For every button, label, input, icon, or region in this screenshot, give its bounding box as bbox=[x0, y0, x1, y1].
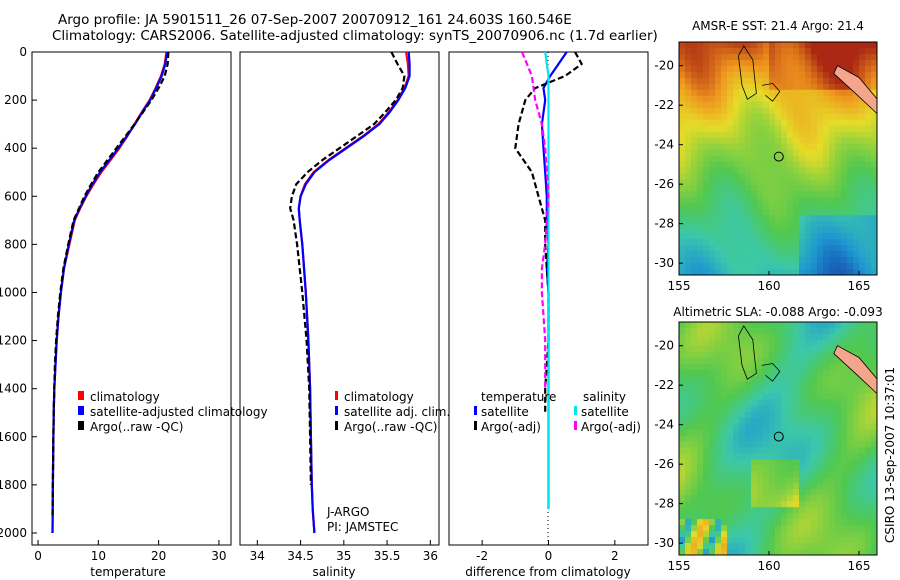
x-tick-label: 2 bbox=[611, 549, 619, 563]
legend-swatch-sal-satellite bbox=[574, 406, 577, 415]
difference-legend: temperature salinity satellite Argo(-adj… bbox=[474, 390, 641, 434]
legend-swatch-sal-argo bbox=[574, 421, 577, 430]
y-tick-label: 1600 bbox=[0, 430, 27, 444]
sst-map-y-tick-label: -30 bbox=[654, 256, 674, 270]
legend-swatch-climatology bbox=[78, 391, 84, 400]
float-pi: PI: JAMSTEC bbox=[327, 520, 398, 534]
x-tick-label: 34 bbox=[250, 549, 265, 563]
sst-map-image bbox=[679, 42, 877, 275]
x-tick-label: 30 bbox=[211, 549, 226, 563]
legend-label-climatology: climatology bbox=[90, 390, 160, 404]
temperature-legend: climatology satellite-adjusted climatolo… bbox=[78, 390, 268, 434]
x-tick-label: 35.5 bbox=[374, 549, 401, 563]
sst-map-bathymetry-contour bbox=[761, 83, 781, 102]
difference-series bbox=[514, 52, 583, 509]
sst-map-bathymetry-contour bbox=[738, 45, 757, 100]
legend-swatch-argo bbox=[335, 421, 338, 430]
salinity-plot-frame bbox=[239, 51, 440, 546]
sst-map-y-tick-label: -24 bbox=[654, 138, 674, 152]
legend-label-argo: Argo(..raw -QC) bbox=[344, 420, 437, 434]
legend-swatch-argo bbox=[78, 421, 84, 430]
sst-map-y-tick-label: -28 bbox=[654, 217, 674, 231]
y-tick-label: 2000 bbox=[0, 526, 27, 540]
y-tick-label: 1400 bbox=[0, 382, 27, 396]
temperature-plot-frame bbox=[31, 51, 232, 546]
y-tick-label: 1200 bbox=[0, 334, 27, 348]
sst-map-title: AMSR-E SST: 21.4 Argo: 21.4 bbox=[692, 19, 864, 33]
legend-label-argo: Argo(..raw -QC) bbox=[90, 420, 183, 434]
sla-map-land bbox=[833, 345, 877, 395]
y-tick-label: 200 bbox=[4, 93, 27, 107]
header-line-2: Climatology: CARS2006. Satellite-adjuste… bbox=[52, 28, 658, 44]
x-tick-label: 0 bbox=[34, 549, 42, 563]
legend-label-sal-argo: Argo(-adj) bbox=[581, 420, 641, 434]
sla-map-y-tick-label: -22 bbox=[654, 378, 674, 392]
legend-title-temperature: temperature bbox=[481, 390, 556, 404]
legend-label-satellite: satellite-adjusted climatology bbox=[90, 405, 268, 419]
sla-map-frame bbox=[678, 321, 878, 556]
x-tick-label: 36 bbox=[423, 549, 438, 563]
sla-map-y-tick-label: -28 bbox=[654, 497, 674, 511]
credit-timestamp: CSIRO 13-Sep-2007 10:37:01 bbox=[883, 367, 897, 543]
x-tick-label: -2 bbox=[476, 549, 488, 563]
sst-map-y-tick-label: -20 bbox=[654, 59, 674, 73]
sla-map-x-tick-label: 155 bbox=[668, 559, 691, 573]
x-tick-label: 0 bbox=[545, 549, 553, 563]
salinity-xlabel: salinity bbox=[312, 565, 355, 579]
sla-map-y-tick-label: -20 bbox=[654, 339, 674, 353]
x-tick-label: 20 bbox=[151, 549, 166, 563]
legend-label-satellite: satellite adj. clim. bbox=[344, 405, 450, 419]
temperature-series bbox=[51, 52, 170, 534]
sst-map-land bbox=[833, 65, 877, 115]
sst-map-x-tick-label: 165 bbox=[848, 279, 871, 293]
x-tick-label: 35 bbox=[336, 549, 351, 563]
legend-swatch-climatology bbox=[335, 391, 338, 400]
header-line-1: Argo profile: JA 5901511_26 07-Sep-2007 … bbox=[58, 12, 572, 28]
salinity-series bbox=[289, 52, 411, 534]
sla-map-bathymetry-contour bbox=[738, 325, 757, 380]
x-tick-label: 10 bbox=[91, 549, 106, 563]
sst-map-x-tick-label: 155 bbox=[668, 279, 691, 293]
sst-map-y-tick-label: -22 bbox=[654, 98, 674, 112]
float-program: J-ARGO bbox=[326, 505, 369, 519]
series-line-argo-raw-qc- bbox=[289, 52, 406, 485]
sst-map-x-tick-label: 160 bbox=[758, 279, 781, 293]
y-tick-label: 1800 bbox=[0, 478, 27, 492]
sla-map-y-tick-label: -30 bbox=[654, 536, 674, 550]
legend-title-salinity: salinity bbox=[583, 390, 626, 404]
sla-map-x-tick-label: 165 bbox=[848, 559, 871, 573]
sst-map-argo-position-marker bbox=[773, 151, 784, 162]
salinity-legend: climatology satellite adj. clim. Argo(..… bbox=[326, 390, 450, 534]
series-line-satellite-adjusted-climatology bbox=[51, 52, 169, 534]
legend-swatch-temp-satellite bbox=[474, 406, 477, 415]
sla-map-y-tick-label: -24 bbox=[654, 418, 674, 432]
y-tick-label: 800 bbox=[4, 237, 27, 251]
sla-map-title: Altimetric SLA: -0.088 Argo: -0.093 bbox=[673, 305, 882, 319]
legend-label-temp-argo: Argo(-adj) bbox=[481, 420, 541, 434]
legend-label-temp-satellite: satellite bbox=[481, 405, 529, 419]
legend-swatch-satellite bbox=[335, 406, 338, 415]
sla-map-x-tick-label: 160 bbox=[758, 559, 781, 573]
y-tick-label: 400 bbox=[4, 141, 27, 155]
difference-xlabel: difference from climatology bbox=[465, 565, 631, 579]
sst-map-y-tick-label: -26 bbox=[654, 177, 674, 191]
sla-map-y-tick-label: -26 bbox=[654, 457, 674, 471]
x-tick-label: 34.5 bbox=[287, 549, 314, 563]
series-line-salinity-satellite bbox=[544, 52, 550, 509]
y-tick-label: 0 bbox=[19, 45, 27, 59]
sla-map-bathymetry-contour bbox=[761, 363, 781, 382]
temperature-xlabel: temperature bbox=[90, 565, 165, 579]
y-tick-label: 1000 bbox=[0, 285, 27, 299]
sst-map-frame bbox=[678, 41, 878, 276]
sla-map-argo-position-marker bbox=[773, 431, 784, 442]
sla-map-image bbox=[679, 322, 877, 555]
series-line-salinity-argo-adj- bbox=[520, 52, 550, 389]
legend-label-climatology: climatology bbox=[344, 390, 414, 404]
y-tick-label: 600 bbox=[4, 189, 27, 203]
legend-swatch-satellite bbox=[78, 406, 84, 415]
legend-swatch-temp-argo bbox=[474, 421, 477, 430]
legend-label-sal-satellite: satellite bbox=[581, 405, 629, 419]
axis-ticks: 0 10 20 30020040060080010001200140016001800… bbox=[0, 45, 870, 573]
